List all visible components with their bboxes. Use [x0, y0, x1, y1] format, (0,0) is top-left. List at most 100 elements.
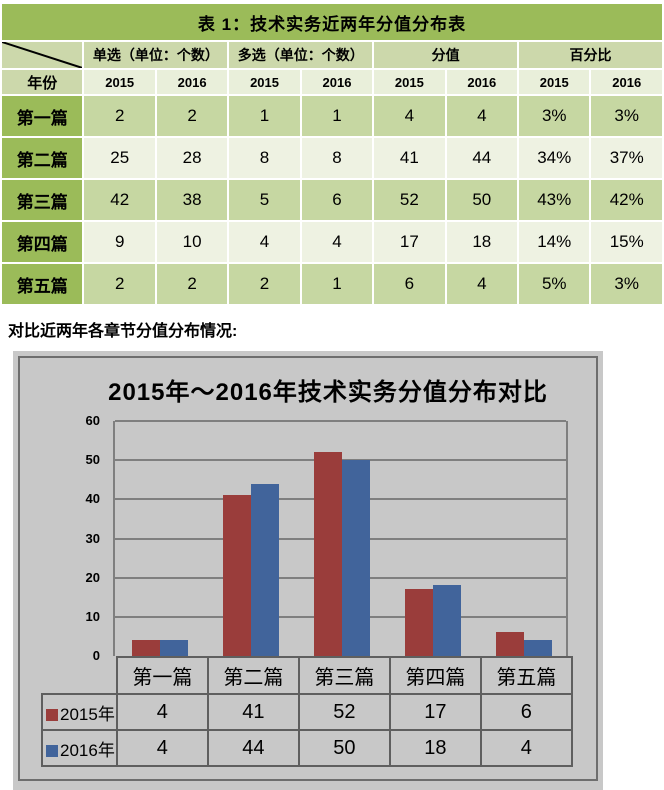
year-header: 2016	[156, 70, 228, 94]
bar-chart: 2015年～2016年技术实务分值分布对比 0 10 20 30 40 50 60 第一篇第…	[13, 351, 603, 790]
year-header: 2015	[519, 70, 590, 94]
score-cell: 25	[84, 138, 155, 178]
plot-area	[113, 420, 568, 656]
score-cell: 3%	[591, 96, 662, 136]
score-cell: 44	[446, 138, 518, 178]
value-cell: 4	[479, 729, 573, 767]
score-cell: 6	[374, 264, 445, 304]
group-header-percent: 百分比	[519, 42, 662, 68]
bar-2016年	[524, 640, 552, 656]
y-axis-label: 10	[85, 608, 100, 624]
plot-area-wrapper: 0 10 20 30 40 50 60	[30, 413, 568, 663]
score-cell: 2	[229, 264, 300, 304]
group-header-score: 分值	[374, 42, 518, 68]
score-cell: 18	[446, 222, 518, 262]
legend-swatch-icon	[46, 708, 58, 721]
series-row: 2016年 4 44 50 18 4	[41, 729, 573, 767]
year-header-row: 年份 2015 2016 2015 2016 2015 2016 2015 20…	[2, 70, 662, 94]
bar-2016年	[160, 640, 188, 656]
score-cell: 2	[156, 96, 228, 136]
table-title: 表 1：技术实务近两年分值分布表	[2, 4, 662, 40]
score-cell: 5	[229, 180, 300, 220]
score-cell: 8	[229, 138, 300, 178]
score-cell: 41	[374, 138, 445, 178]
corner-diagonal-cell	[2, 42, 83, 68]
bar-2015年	[132, 640, 160, 656]
year-header: 2015	[374, 70, 445, 94]
category-cell: 第三篇	[297, 656, 391, 695]
bar-2015年	[405, 589, 433, 656]
score-cell: 1	[301, 264, 373, 304]
value-cell: 4	[115, 693, 209, 731]
score-cell: 5%	[519, 264, 590, 304]
y-axis-label: 20	[85, 569, 100, 585]
table-row: 第四篇 9 10 4 4 17 18 14% 15%	[2, 222, 662, 262]
score-cell: 10	[156, 222, 228, 262]
score-cell: 6	[301, 180, 373, 220]
legend-swatch-icon	[46, 744, 58, 757]
row-label: 第三篇	[2, 180, 83, 220]
corner-label: 年份	[2, 70, 83, 94]
legend-cell: 2016年	[41, 729, 118, 767]
category-cell: 第五篇	[479, 656, 573, 695]
score-cell: 15%	[591, 222, 662, 262]
bar-2015年	[223, 495, 251, 656]
score-cell: 3%	[519, 96, 590, 136]
y-axis-label: 0	[92, 648, 100, 663]
chart-data-table: 第一篇 第二篇 第三篇 第四篇 第五篇 2015年 4 41 52 17 6 2016年 4 44 50 18…	[41, 656, 573, 767]
category-row: 第一篇 第二篇 第三篇 第四篇 第五篇	[42, 656, 573, 695]
score-cell: 37%	[591, 138, 662, 178]
bar-2016年	[433, 585, 461, 656]
category-cell: 第一篇	[115, 656, 209, 695]
category-cell: 第二篇	[206, 656, 300, 695]
score-cell: 2	[84, 264, 155, 304]
year-header: 2016	[446, 70, 518, 94]
group-header-single-choice: 单选（单位：个数）	[84, 42, 228, 68]
group-header-multi-choice: 多选（单位：个数）	[229, 42, 373, 68]
year-header: 2016	[591, 70, 662, 94]
bar-2016年	[342, 460, 370, 656]
score-cell: 50	[446, 180, 518, 220]
table-row: 第三篇 42 38 5 6 52 50 43% 42%	[2, 180, 662, 220]
value-cell: 44	[206, 729, 300, 767]
score-cell: 43%	[519, 180, 590, 220]
score-table-body: 第一篇 2 2 1 1 4 4 3% 3% 第二篇 25 28 8 8 41 44 34% 37% 第三篇 42 38 5…	[2, 96, 662, 304]
y-axis-label: 60	[85, 413, 100, 428]
year-header: 2015	[84, 70, 155, 94]
row-label: 第四篇	[2, 222, 83, 262]
score-table: 表 1：技术实务近两年分值分布表 单选（单位：个数） 多选（单位：个数） 分值 …	[0, 2, 664, 306]
score-cell: 14%	[519, 222, 590, 262]
year-header: 2016	[301, 70, 373, 94]
value-cell: 50	[297, 729, 391, 767]
value-cell: 4	[115, 729, 209, 767]
y-axis-label: 50	[85, 452, 100, 468]
gridline	[115, 420, 566, 422]
table-row: 第五篇 2 2 2 1 6 4 5% 3%	[2, 264, 662, 304]
value-cell: 52	[297, 693, 391, 731]
row-label: 第一篇	[2, 96, 83, 136]
score-cell: 34%	[519, 138, 590, 178]
score-cell: 2	[156, 264, 228, 304]
bar-2015年	[496, 632, 524, 656]
value-cell: 6	[479, 693, 573, 731]
chart-frame: 2015年～2016年技术实务分值分布对比 0 10 20 30 40 50 60 第一篇第…	[18, 356, 598, 781]
diagonal-line-icon	[2, 42, 82, 68]
legend-label: 2015年	[60, 704, 115, 724]
score-cell: 9	[84, 222, 155, 262]
score-cell: 17	[374, 222, 445, 262]
score-cell: 42%	[591, 180, 662, 220]
value-cell: 18	[388, 729, 482, 767]
bar-2015年	[314, 452, 342, 656]
y-axis-label: 30	[85, 530, 100, 546]
caption-text: 对比近两年各章节分值分布情况:	[8, 323, 238, 340]
score-cell: 4	[301, 222, 373, 262]
chart-title: 2015年～2016年技术实务分值分布对比	[108, 379, 548, 406]
score-cell: 4	[229, 222, 300, 262]
group-header-row: 单选（单位：个数） 多选（单位：个数） 分值 百分比	[2, 42, 662, 68]
score-cell: 4	[446, 96, 518, 136]
score-cell: 28	[156, 138, 228, 178]
score-cell: 8	[301, 138, 373, 178]
score-cell: 2	[84, 96, 155, 136]
legend-cell: 2015年	[41, 693, 118, 731]
value-cell: 41	[206, 693, 300, 731]
